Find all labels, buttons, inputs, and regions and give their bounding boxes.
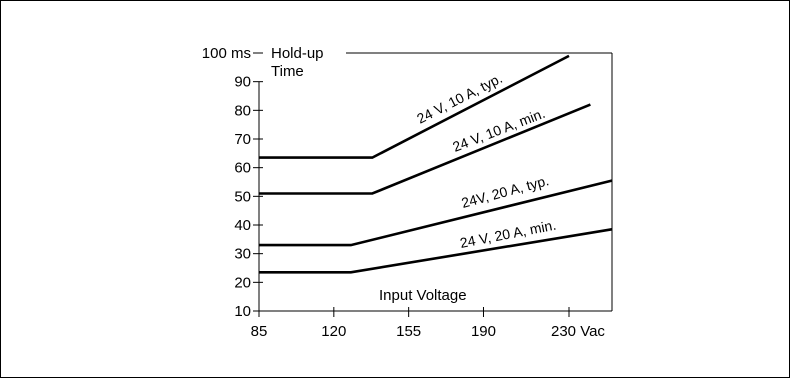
- y-tick-label: 20: [234, 274, 251, 291]
- y-tick-label: 40: [234, 217, 251, 234]
- y-tick-label: 60: [234, 160, 251, 177]
- x-axis-label: Input Voltage: [379, 287, 467, 304]
- x-tick-label: 120: [321, 323, 346, 340]
- series-line: [259, 228, 613, 274]
- y-axis-label: Hold-up: [271, 45, 324, 62]
- x-tick-label: 230 Vac: [551, 323, 605, 340]
- series-line: [259, 103, 591, 195]
- y-tick-label: 80: [234, 102, 251, 119]
- y-tick-label: 30: [234, 246, 251, 263]
- series-line: [259, 179, 613, 247]
- x-tick-label: 85: [251, 323, 268, 340]
- y-tick-label: 100 ms: [202, 45, 251, 62]
- y-axis-label-line2: Time: [271, 63, 304, 80]
- series-label: 24 V, 10 A, min.: [450, 105, 547, 155]
- series-line: [259, 54, 570, 159]
- series-label: 24 V, 10 A, typ.: [414, 70, 505, 127]
- y-tick-label: 90: [234, 74, 251, 91]
- x-tick-label: 190: [471, 323, 496, 340]
- y-tick-label: 50: [234, 188, 251, 205]
- series-label: 24V, 20 A, typ.: [460, 172, 551, 211]
- y-tick-label: 10: [234, 303, 251, 320]
- y-tick-label: 70: [234, 131, 251, 148]
- x-tick-label: 155: [396, 323, 421, 340]
